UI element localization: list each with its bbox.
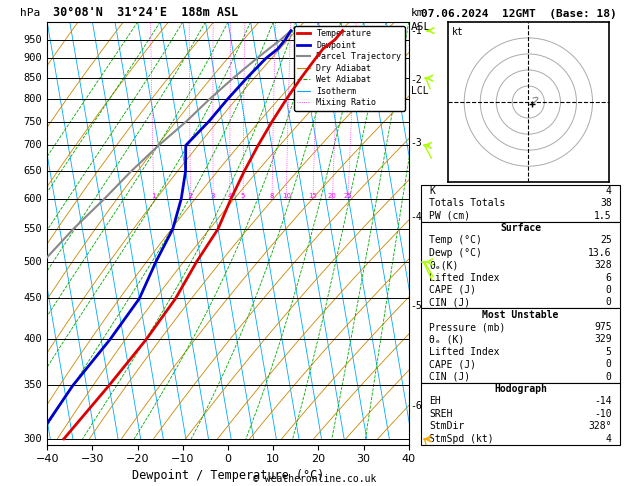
Text: -4: -4 bbox=[411, 211, 423, 222]
Text: 0: 0 bbox=[606, 297, 611, 307]
Text: CIN (J): CIN (J) bbox=[430, 297, 470, 307]
Text: 950: 950 bbox=[23, 35, 42, 45]
Text: 550: 550 bbox=[23, 224, 42, 234]
Text: 4: 4 bbox=[606, 434, 611, 444]
Bar bbox=[421, 383, 620, 445]
Text: Pressure (mb): Pressure (mb) bbox=[430, 322, 506, 332]
Text: 328°: 328° bbox=[588, 421, 611, 431]
Text: 5: 5 bbox=[241, 193, 245, 199]
Text: -1: -1 bbox=[411, 26, 423, 35]
Text: 300: 300 bbox=[23, 434, 42, 444]
Text: 750: 750 bbox=[23, 117, 42, 126]
Text: θₑ (K): θₑ (K) bbox=[430, 334, 465, 345]
Text: -6: -6 bbox=[411, 401, 423, 411]
Bar bbox=[421, 309, 620, 383]
Text: 0: 0 bbox=[606, 372, 611, 382]
Text: Lifted Index: Lifted Index bbox=[430, 347, 500, 357]
Text: 0: 0 bbox=[606, 359, 611, 369]
Text: 500: 500 bbox=[23, 257, 42, 267]
Text: 0: 0 bbox=[606, 285, 611, 295]
Legend: Temperature, Dewpoint, Parcel Trajectory, Dry Adiabat, Wet Adiabat, Isotherm, Mi: Temperature, Dewpoint, Parcel Trajectory… bbox=[294, 26, 404, 111]
Text: K: K bbox=[430, 186, 435, 196]
Text: -14: -14 bbox=[594, 397, 611, 406]
Text: 6: 6 bbox=[606, 273, 611, 282]
Text: 4: 4 bbox=[606, 186, 611, 196]
Text: 1: 1 bbox=[152, 193, 156, 199]
Text: StmSpd (kt): StmSpd (kt) bbox=[430, 434, 494, 444]
Text: -5: -5 bbox=[411, 301, 423, 311]
Text: 650: 650 bbox=[23, 166, 42, 176]
Text: km: km bbox=[411, 8, 424, 17]
Text: 700: 700 bbox=[23, 140, 42, 150]
Text: hPa: hPa bbox=[20, 8, 40, 17]
Text: CAPE (J): CAPE (J) bbox=[430, 359, 476, 369]
Text: Hodograph: Hodograph bbox=[494, 384, 547, 394]
Text: EH: EH bbox=[430, 397, 441, 406]
Text: 328: 328 bbox=[594, 260, 611, 270]
Text: StmDir: StmDir bbox=[430, 421, 465, 431]
X-axis label: Dewpoint / Temperature (°C): Dewpoint / Temperature (°C) bbox=[132, 469, 324, 482]
Text: 15: 15 bbox=[308, 193, 318, 199]
Text: CIN (J): CIN (J) bbox=[430, 372, 470, 382]
Text: 30°08'N  31°24'E  188m ASL: 30°08'N 31°24'E 188m ASL bbox=[53, 6, 239, 19]
Text: θₑ(K): θₑ(K) bbox=[430, 260, 459, 270]
Text: 13.6: 13.6 bbox=[588, 248, 611, 258]
Text: 400: 400 bbox=[23, 334, 42, 344]
Text: -10: -10 bbox=[594, 409, 611, 419]
Text: Dewp (°C): Dewp (°C) bbox=[430, 248, 482, 258]
Text: 900: 900 bbox=[23, 53, 42, 63]
Text: Most Unstable: Most Unstable bbox=[482, 310, 559, 320]
Text: 07.06.2024  12GMT  (Base: 18): 07.06.2024 12GMT (Base: 18) bbox=[421, 9, 617, 19]
Text: Totals Totals: Totals Totals bbox=[430, 198, 506, 208]
Bar bbox=[421, 222, 620, 309]
Text: PW (cm): PW (cm) bbox=[430, 211, 470, 221]
Text: 20: 20 bbox=[328, 193, 337, 199]
Bar bbox=[421, 185, 620, 222]
Text: 4: 4 bbox=[228, 193, 232, 199]
Text: 8: 8 bbox=[270, 193, 274, 199]
Text: CAPE (J): CAPE (J) bbox=[430, 285, 476, 295]
Text: 25: 25 bbox=[343, 193, 352, 199]
Text: 5: 5 bbox=[606, 347, 611, 357]
Text: 2: 2 bbox=[188, 193, 192, 199]
Text: LCL: LCL bbox=[411, 86, 428, 96]
Text: 850: 850 bbox=[23, 73, 42, 83]
Text: ASL: ASL bbox=[411, 22, 431, 33]
Text: Lifted Index: Lifted Index bbox=[430, 273, 500, 282]
Text: 800: 800 bbox=[23, 94, 42, 104]
Text: 25: 25 bbox=[600, 235, 611, 245]
Text: Temp (°C): Temp (°C) bbox=[430, 235, 482, 245]
Text: 600: 600 bbox=[23, 194, 42, 204]
Text: -3: -3 bbox=[411, 138, 423, 148]
Text: -2: -2 bbox=[411, 75, 423, 85]
Text: 350: 350 bbox=[23, 381, 42, 390]
Text: 975: 975 bbox=[594, 322, 611, 332]
Text: 38: 38 bbox=[600, 198, 611, 208]
Text: © weatheronline.co.uk: © weatheronline.co.uk bbox=[253, 473, 376, 484]
Text: 329: 329 bbox=[594, 334, 611, 345]
Text: 1.5: 1.5 bbox=[594, 211, 611, 221]
Text: 10: 10 bbox=[282, 193, 291, 199]
Text: kt: kt bbox=[452, 27, 463, 36]
Text: SREH: SREH bbox=[430, 409, 453, 419]
Text: Surface: Surface bbox=[500, 223, 541, 233]
Text: 450: 450 bbox=[23, 294, 42, 303]
Text: 3: 3 bbox=[211, 193, 215, 199]
